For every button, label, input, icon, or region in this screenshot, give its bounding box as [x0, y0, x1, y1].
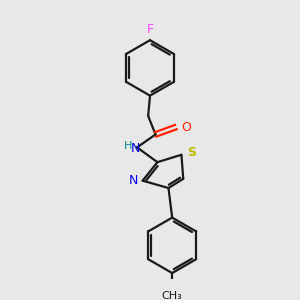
Text: O: O: [182, 121, 191, 134]
Text: F: F: [146, 22, 154, 36]
Text: CH₃: CH₃: [162, 291, 183, 300]
Text: N: N: [130, 142, 140, 155]
Text: N: N: [129, 174, 138, 187]
Text: H: H: [124, 142, 132, 152]
Text: S: S: [187, 146, 196, 158]
